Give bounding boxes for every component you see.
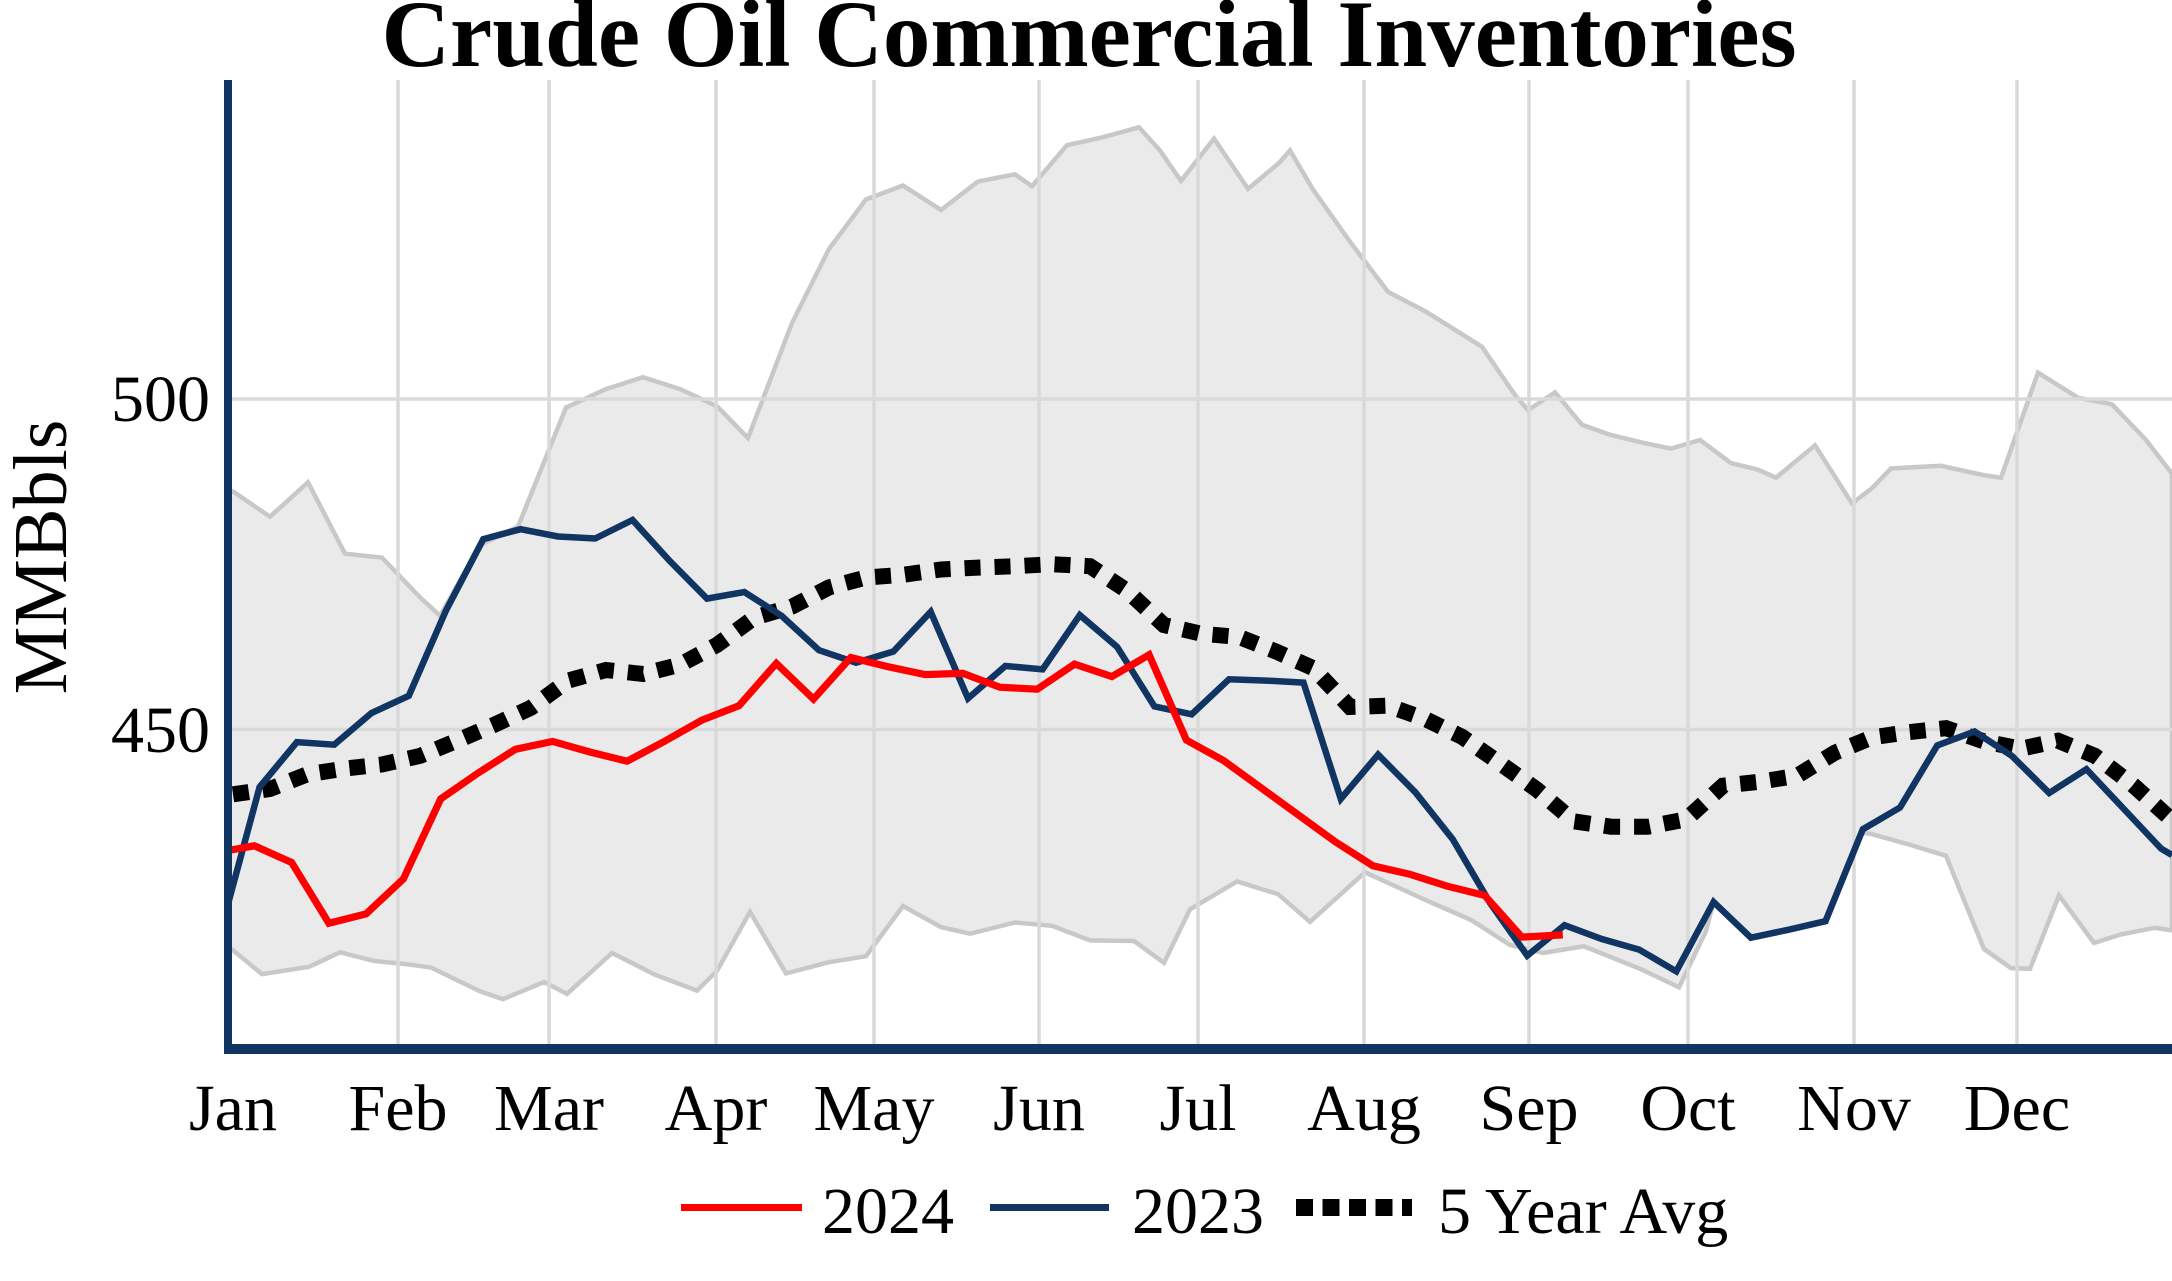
svg-text:Sep: Sep [1480,1072,1579,1145]
svg-text:2023: 2023 [1132,1175,1264,1248]
svg-text:Jan: Jan [189,1072,277,1145]
svg-text:Dec: Dec [1964,1072,2070,1145]
svg-text:Mar: Mar [494,1072,604,1145]
svg-text:2024: 2024 [822,1175,954,1248]
svg-text:Feb: Feb [349,1072,448,1145]
svg-text:Crude Oil Commercial Inventori: Crude Oil Commercial Inventories [381,0,1796,87]
svg-text:May: May [814,1072,935,1145]
svg-text:Nov: Nov [1797,1072,1911,1145]
svg-text:Oct: Oct [1640,1072,1735,1145]
svg-text:Jul: Jul [1159,1072,1236,1145]
svg-text:Apr: Apr [665,1072,768,1145]
svg-text:5 Year Avg: 5 Year Avg [1438,1175,1728,1248]
svg-text:450: 450 [111,694,210,767]
svg-text:Jun: Jun [993,1072,1085,1145]
svg-text:500: 500 [111,363,210,436]
svg-text:Aug: Aug [1307,1072,1421,1145]
svg-text:MMBbls: MMBbls [0,420,83,695]
